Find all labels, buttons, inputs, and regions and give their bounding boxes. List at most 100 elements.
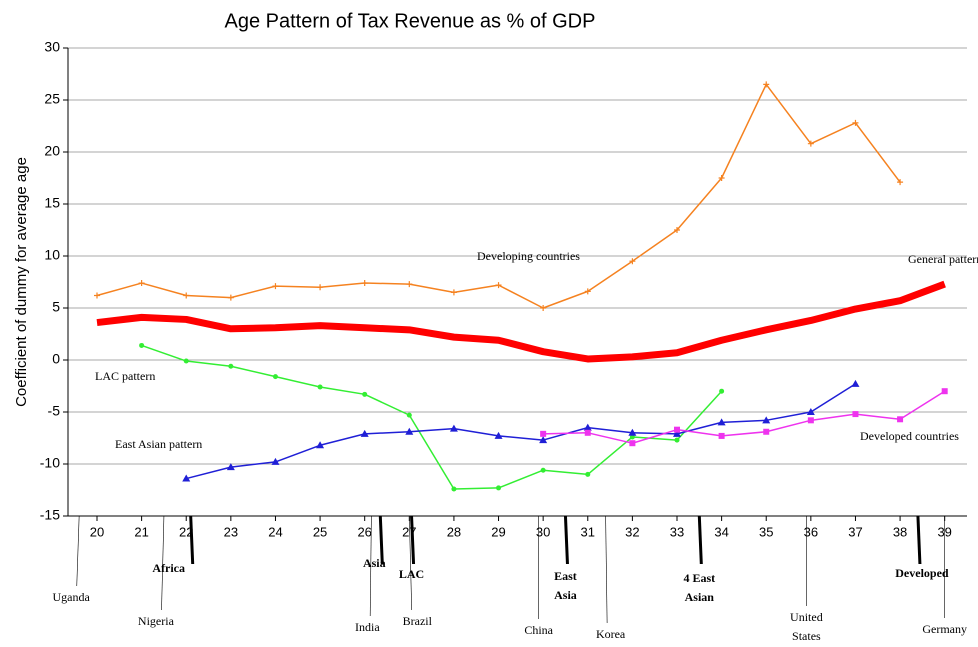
annotation: East Asia — [554, 569, 577, 602]
marker — [897, 179, 904, 186]
y-tick-label: -15 — [40, 507, 60, 523]
annotation: Uganda — [52, 590, 90, 604]
x-tick-label: 25 — [313, 524, 327, 539]
marker — [271, 457, 280, 465]
x-tick-label: 37 — [848, 524, 862, 539]
marker — [674, 227, 680, 233]
series-line — [543, 390, 946, 444]
y-tick-label: 5 — [52, 299, 60, 315]
annotation: India — [355, 620, 380, 634]
y-tick-label: 0 — [52, 351, 60, 367]
marker — [317, 284, 324, 291]
marker — [585, 471, 591, 477]
y-tick-label: 15 — [44, 195, 60, 211]
marker — [183, 292, 190, 299]
x-tick-label: 24 — [268, 524, 282, 539]
y-tick-label: 20 — [44, 143, 60, 159]
y-axis-label: Coefficient of dummy for average age — [13, 157, 30, 407]
marker — [583, 423, 592, 431]
region-bar — [916, 515, 922, 565]
marker — [852, 411, 859, 418]
marker — [584, 429, 591, 436]
series-label: General pattern — [908, 252, 978, 266]
marker — [494, 431, 503, 439]
x-tick-label: 29 — [491, 524, 505, 539]
marker — [539, 436, 548, 444]
marker — [674, 426, 680, 433]
marker — [718, 432, 725, 439]
marker — [360, 429, 369, 437]
marker — [852, 119, 859, 126]
marker — [316, 441, 325, 449]
y-tick-label: -5 — [48, 403, 61, 419]
marker — [718, 175, 725, 181]
marker — [227, 294, 234, 301]
marker — [673, 429, 681, 437]
annotation: Brazil — [402, 614, 432, 628]
marker — [674, 437, 680, 443]
x-tick-label: 35 — [759, 524, 773, 539]
marker — [807, 140, 814, 147]
annotation-leader — [409, 515, 413, 611]
y-tick-label: 25 — [44, 91, 60, 107]
annotation: Developed — [895, 566, 949, 580]
x-tick-label: 33 — [670, 524, 684, 539]
series-line — [186, 383, 856, 480]
annotation: Africa — [152, 561, 186, 575]
marker — [540, 467, 546, 473]
marker — [272, 283, 279, 290]
marker — [807, 417, 814, 424]
series-label: East Asian pattern — [115, 437, 202, 451]
chart-title: Age Pattern of Tax Revenue as % of GDP — [225, 10, 596, 32]
marker — [228, 363, 234, 369]
annotation: Asia — [362, 556, 386, 570]
region-bar — [410, 515, 416, 565]
annotation: Nigeria — [137, 614, 174, 628]
marker — [450, 289, 457, 296]
series-label: Developed countries — [860, 429, 959, 443]
annotation: China — [524, 623, 554, 637]
marker — [941, 388, 948, 395]
marker — [449, 424, 458, 432]
x-tick-label: 20 — [90, 524, 104, 539]
marker — [138, 280, 145, 287]
marker — [719, 388, 725, 394]
series-line — [96, 83, 901, 309]
marker — [182, 474, 191, 482]
marker — [361, 280, 368, 287]
marker — [628, 428, 637, 436]
annotation-leader — [605, 515, 608, 624]
marker — [851, 379, 860, 387]
x-tick-label: 21 — [134, 524, 148, 539]
x-tick-label: 34 — [714, 524, 728, 539]
region-bar — [563, 515, 569, 565]
series-line — [96, 280, 946, 363]
x-tick-label: 23 — [224, 524, 238, 539]
marker — [496, 485, 502, 491]
y-tick-label: -10 — [40, 455, 60, 471]
marker — [272, 374, 278, 380]
y-tick-label: 10 — [44, 247, 60, 263]
marker — [94, 292, 100, 299]
marker — [451, 486, 457, 492]
marker — [540, 430, 547, 437]
annotation: Germany — [922, 622, 968, 636]
x-tick-label: 38 — [893, 524, 907, 539]
marker — [717, 418, 726, 426]
marker — [762, 416, 771, 424]
annotation-leader — [76, 515, 80, 587]
marker — [406, 281, 413, 288]
x-tick-label: 31 — [581, 524, 595, 539]
annotation-leader — [369, 515, 372, 617]
annotation-leader — [161, 515, 165, 611]
marker — [584, 288, 591, 295]
y-tick-label: 30 — [44, 39, 60, 55]
x-tick-label: 26 — [357, 524, 371, 539]
region-bar — [378, 515, 384, 565]
marker — [806, 408, 815, 415]
series-line — [141, 344, 723, 490]
marker — [317, 384, 323, 390]
annotation: LAC — [398, 567, 425, 581]
